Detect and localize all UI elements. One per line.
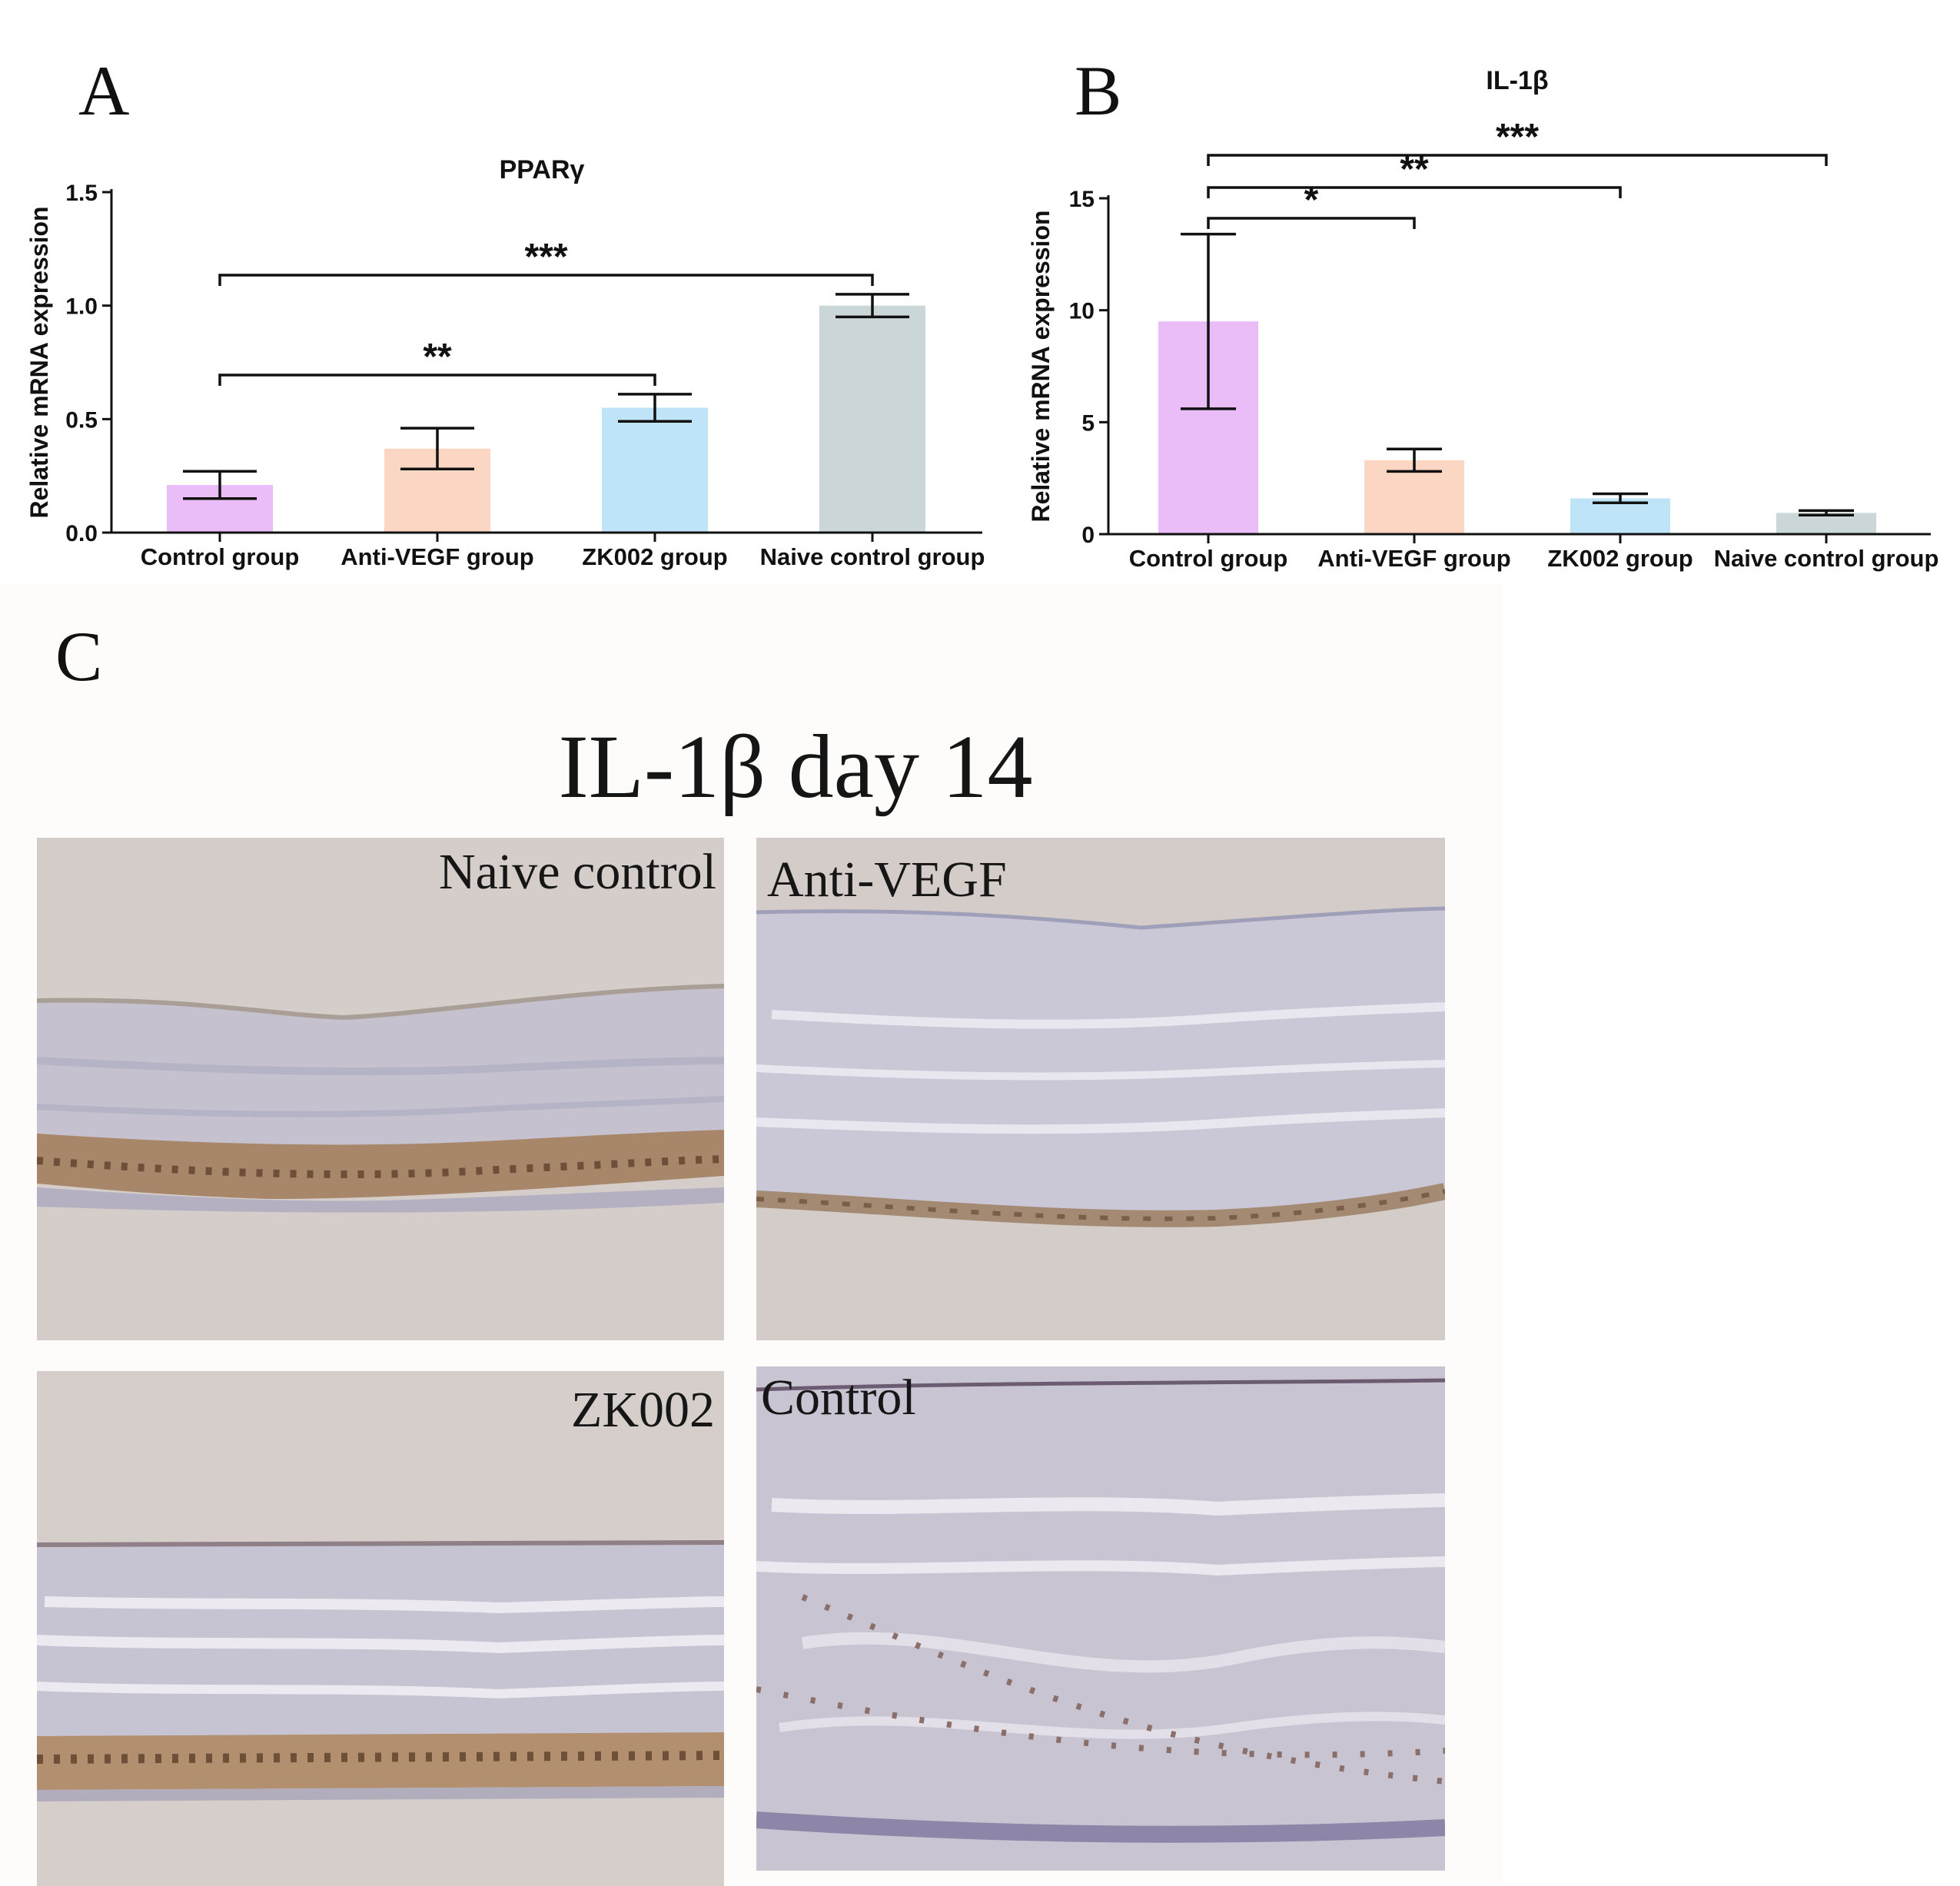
panel-c-title: IL-1β day 14 <box>558 716 1033 817</box>
chart-b-category-label: Naive control group <box>1714 545 1939 572</box>
tissue-section-naive <box>37 838 724 1340</box>
chart-a-title: PPARγ <box>500 155 585 184</box>
tissue-section-control <box>756 1366 1445 1871</box>
chart-b-category-label: ZK002 group <box>1547 545 1693 572</box>
chart-b-category-label: Control group <box>1129 545 1288 572</box>
chart-b-y-tick-label: 15 <box>1069 187 1095 212</box>
chart-b-significance-label: *** <box>1496 117 1539 158</box>
chart-b-significance-label: * <box>1304 180 1319 221</box>
chart-b-bar <box>1570 498 1670 534</box>
micrograph-zk002: ZK002 <box>37 1371 724 1886</box>
chart-a-category-label: ZK002 group <box>582 543 727 570</box>
chart-a-y-tick-label: 0.5 <box>65 407 98 433</box>
panel-letter-a: A <box>78 51 130 130</box>
chart-a-y-tick-label: 1.0 <box>65 294 98 320</box>
chart-b-il1b: IL-1β Relative mRNA expression 0 5 10 15 Contr… <box>1027 66 1939 572</box>
chart-a-bar <box>602 407 708 533</box>
chart-b-category-label: Anti-VEGF group <box>1317 545 1510 572</box>
chart-a-y-tick-label: 0.0 <box>65 521 98 546</box>
tissue-section-anti-vegf <box>756 838 1445 1340</box>
micrograph-label-zk002: ZK002 <box>571 1382 715 1438</box>
micrograph-control: Control <box>756 1366 1445 1871</box>
tissue-section-zk002 <box>37 1371 724 1886</box>
chart-a-significance-bracket <box>218 374 656 386</box>
micrograph-label-control: Control <box>761 1370 916 1426</box>
chart-a-significance-bracket <box>218 274 874 286</box>
chart-b-y-tick-label: 10 <box>1069 299 1095 324</box>
micrograph-naive-control: Naive control <box>37 838 724 1340</box>
chart-b-significance-bracket <box>1207 217 1416 229</box>
micrograph-label-anti-vegf: Anti-VEGF <box>767 852 1007 908</box>
chart-b-title: IL-1β <box>1486 66 1548 95</box>
chart-a-category-label: Naive control group <box>760 543 985 570</box>
chart-b-significance-bracket <box>1207 186 1622 198</box>
chart-b-significance-bracket <box>1207 154 1828 166</box>
chart-a-bar <box>819 305 925 533</box>
chart-a-category-label: Control group <box>141 543 300 570</box>
micrograph-anti-vegf: Anti-VEGF <box>756 838 1445 1340</box>
chart-b-y-tick-label: 5 <box>1081 410 1095 436</box>
micrograph-label-naive-control: Naive control <box>438 844 716 900</box>
chart-a-y-tick-label: 1.5 <box>65 181 98 206</box>
chart-a-y-axis-label: Relative mRNA expression <box>25 206 53 518</box>
panel-letter-c: C <box>55 617 103 696</box>
chart-b-y-tick-label: 0 <box>1081 523 1095 548</box>
chart-a-significance-label: *** <box>524 237 567 277</box>
panel-letter-b: B <box>1075 51 1122 130</box>
chart-a-category-label: Anti-VEGF group <box>341 543 533 570</box>
chart-a-pparg: PPARγ Relative mRNA expression 0.0 0.5 1.0 1.… <box>25 155 985 570</box>
chart-b-y-axis-label: Relative mRNA expression <box>1027 210 1055 522</box>
chart-a-significance-label: ** <box>423 337 452 377</box>
